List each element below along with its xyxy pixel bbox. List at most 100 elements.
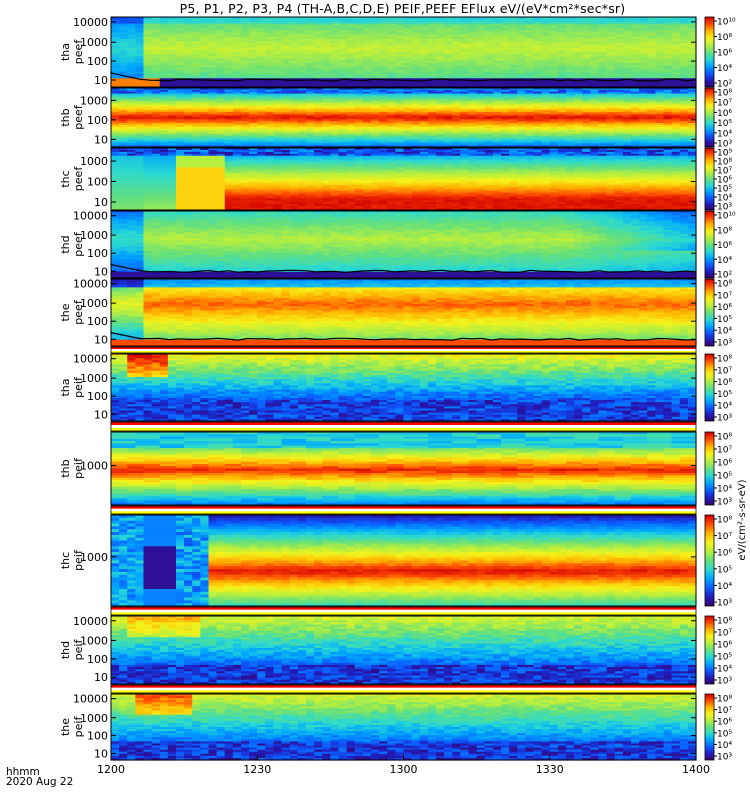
heatmap-cell	[265, 99, 275, 102]
heatmap-cell	[549, 45, 559, 49]
heatmap-cell	[525, 97, 535, 100]
heatmap-cell	[509, 137, 518, 141]
heatmap-cell	[468, 132, 478, 135]
heatmap-cell	[582, 99, 591, 102]
heatmap-cell	[111, 32, 120, 36]
heatmap-cell	[411, 73, 421, 77]
heatmap-cell	[330, 67, 340, 71]
heatmap-cell	[330, 84, 340, 88]
heatmap-cell	[346, 106, 356, 109]
heatmap-cell	[566, 117, 575, 120]
heatmap-cell	[346, 62, 356, 66]
heatmap-cell	[167, 47, 177, 51]
heatmap-cell	[492, 137, 502, 141]
heatmap-cell	[338, 117, 348, 120]
heatmap-cell	[338, 134, 348, 137]
heatmap-cell	[517, 132, 526, 135]
heatmap-cell	[119, 108, 128, 111]
heatmap-cell	[314, 124, 323, 128]
heatmap-cell	[354, 34, 364, 38]
heatmap-cell	[460, 60, 470, 64]
heatmap-cell	[338, 115, 348, 119]
heatmap-cell	[257, 106, 266, 109]
heatmap-cell	[379, 117, 388, 120]
heatmap-cell	[484, 110, 494, 113]
heatmap-cell	[184, 25, 193, 29]
heatmap-cell	[119, 41, 128, 44]
heatmap-cell	[249, 110, 258, 113]
heatmap-cell	[395, 76, 405, 79]
heatmap-cell	[671, 58, 681, 62]
heatmap-cell	[273, 30, 283, 33]
heatmap-cell	[582, 32, 591, 36]
heatmap-cell	[395, 104, 405, 108]
heatmap-cell	[639, 84, 648, 88]
heatmap-cell	[200, 95, 210, 98]
heatmap-cell	[647, 76, 656, 79]
heatmap-cell	[297, 21, 307, 25]
heatmap-cell	[639, 58, 648, 62]
heatmap-cell	[663, 47, 673, 51]
heatmap-cell	[151, 108, 161, 111]
heatmap-cell	[655, 41, 665, 44]
heatmap-cell	[224, 54, 234, 57]
heatmap-cell	[306, 56, 315, 60]
heatmap-cell	[639, 106, 648, 109]
heatmap-cell	[663, 102, 673, 106]
heatmap-cell	[265, 76, 275, 79]
heatmap-cell	[176, 126, 185, 130]
heatmap-cell	[281, 27, 291, 31]
heatmap-cell	[127, 62, 136, 66]
heatmap-cell	[208, 143, 218, 146]
heatmap-cell	[338, 38, 348, 42]
heatmap-cell	[419, 132, 429, 135]
heatmap-cell	[111, 71, 120, 75]
heatmap-cell	[143, 91, 153, 95]
heatmap-cell	[533, 82, 543, 86]
heatmap-cell	[371, 143, 380, 146]
heatmap-cell	[411, 108, 421, 111]
heatmap-cell	[111, 34, 120, 38]
heatmap-cell	[606, 145, 616, 148]
heatmap-cell	[273, 43, 283, 47]
heatmap-cell	[492, 56, 502, 60]
heatmap-cell	[159, 41, 169, 44]
heatmap-cell	[647, 106, 656, 109]
heatmap-cell	[297, 137, 307, 141]
heatmap-cell	[192, 111, 201, 115]
heatmap-cell	[557, 117, 567, 120]
heatmap-cell	[232, 30, 242, 33]
heatmap-cell	[631, 126, 640, 130]
heatmap-cell	[419, 102, 429, 106]
heatmap-cell	[525, 119, 535, 122]
heatmap-cell	[427, 60, 437, 64]
heatmap-cell	[501, 19, 510, 22]
heatmap-cell	[362, 62, 372, 66]
heatmap-cell	[127, 36, 136, 40]
heatmap-cell	[119, 102, 128, 106]
heatmap-cell	[647, 91, 656, 95]
y-tick-label: 10000	[73, 16, 108, 29]
heatmap-cell	[509, 27, 518, 31]
heatmap-cell	[379, 123, 388, 126]
heatmap-cell	[354, 102, 364, 106]
heatmap-cell	[452, 115, 461, 119]
heatmap-cell	[241, 141, 250, 144]
heatmap-cell	[200, 108, 210, 111]
heatmap-cell	[338, 27, 348, 31]
heatmap-cell	[362, 106, 372, 109]
heatmap-cell	[224, 49, 234, 53]
heatmap-cell	[460, 141, 470, 144]
heatmap-cell	[484, 89, 494, 93]
heatmap-cell	[265, 145, 275, 148]
heatmap-cell	[208, 106, 218, 109]
heatmap-cell	[517, 43, 526, 47]
heatmap-cell	[639, 95, 648, 98]
heatmap-cell	[362, 137, 372, 141]
heatmap-cell	[582, 21, 591, 25]
heatmap-cell	[557, 76, 567, 79]
heatmap-cell	[468, 23, 478, 27]
heatmap-cell	[476, 82, 486, 86]
heatmap-cell	[468, 78, 478, 82]
heatmap-cell	[208, 132, 218, 135]
